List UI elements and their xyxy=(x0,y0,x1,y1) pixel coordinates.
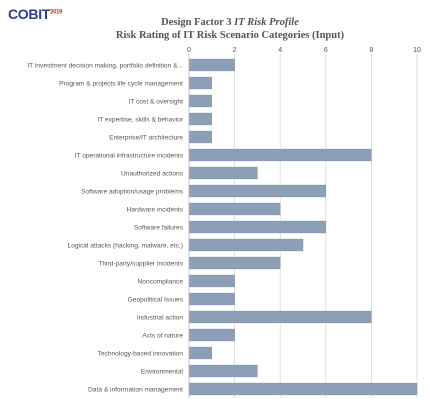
category-label: IT investment decision making, portfolio… xyxy=(27,62,183,69)
category-label: Software failures xyxy=(134,224,184,231)
category-label: Acts of nature xyxy=(142,332,183,339)
bar xyxy=(188,202,281,216)
category-label: Enterprise/IT architecture xyxy=(109,134,183,141)
bar xyxy=(188,166,258,180)
bar xyxy=(188,346,212,360)
chart-title-line-2: Risk Rating of IT Risk Scenario Categori… xyxy=(115,30,345,41)
cobit-logo: COBIT2019 xyxy=(8,6,63,22)
category-label: Data & information management xyxy=(88,386,183,393)
bar xyxy=(188,310,372,324)
category-label: Industrial action xyxy=(137,314,184,321)
category-label: Environmental xyxy=(141,368,184,375)
bar xyxy=(188,256,281,270)
bar xyxy=(188,76,212,90)
bar xyxy=(188,328,235,342)
chart-title-line-1: Design Factor 3 IT Risk Profile xyxy=(60,17,400,28)
category-label: IT expertise, skills & behavior xyxy=(97,116,183,123)
title-italic: IT Risk Profile xyxy=(234,17,299,28)
logo-text: COBIT xyxy=(8,6,51,22)
x-tick-label: 8 xyxy=(369,47,373,54)
logo-year: 2019 xyxy=(50,9,63,16)
bar xyxy=(188,382,418,396)
category-label: Technology-based innovation xyxy=(98,350,184,357)
category-label: IT cost & oversight xyxy=(129,98,184,105)
title-prefix: Design Factor 3 xyxy=(161,17,235,28)
category-label: Geopolitical Issues xyxy=(128,296,184,303)
bar xyxy=(188,292,235,306)
bar xyxy=(188,58,235,72)
category-label: IT operational infrastructure incidents xyxy=(75,152,184,159)
x-tick-label: 10 xyxy=(413,47,421,54)
bar xyxy=(188,112,212,126)
category-label: Logical attacks (hacking, malware, etc.) xyxy=(68,242,183,249)
bar xyxy=(188,274,235,288)
bar xyxy=(188,130,212,144)
category-label: Noncompliance xyxy=(138,278,184,285)
bar xyxy=(188,184,327,198)
category-label: Unauthorized actions xyxy=(121,170,184,177)
bar xyxy=(188,94,212,108)
x-tick-label: 4 xyxy=(278,47,282,54)
x-tick-label: 6 xyxy=(324,47,328,54)
category-label: Hardware incidents xyxy=(127,206,184,213)
bar xyxy=(188,238,304,252)
x-tick-label: 0 xyxy=(187,47,191,54)
bar xyxy=(188,220,327,234)
x-tick-label: 2 xyxy=(233,47,237,54)
category-label: Software adoption/usage problems xyxy=(81,188,184,195)
category-label: Program & projects life cycle management xyxy=(59,80,183,87)
bar xyxy=(188,148,372,162)
category-label: Third-party/supplier incidents xyxy=(98,260,183,267)
bar xyxy=(188,364,258,378)
